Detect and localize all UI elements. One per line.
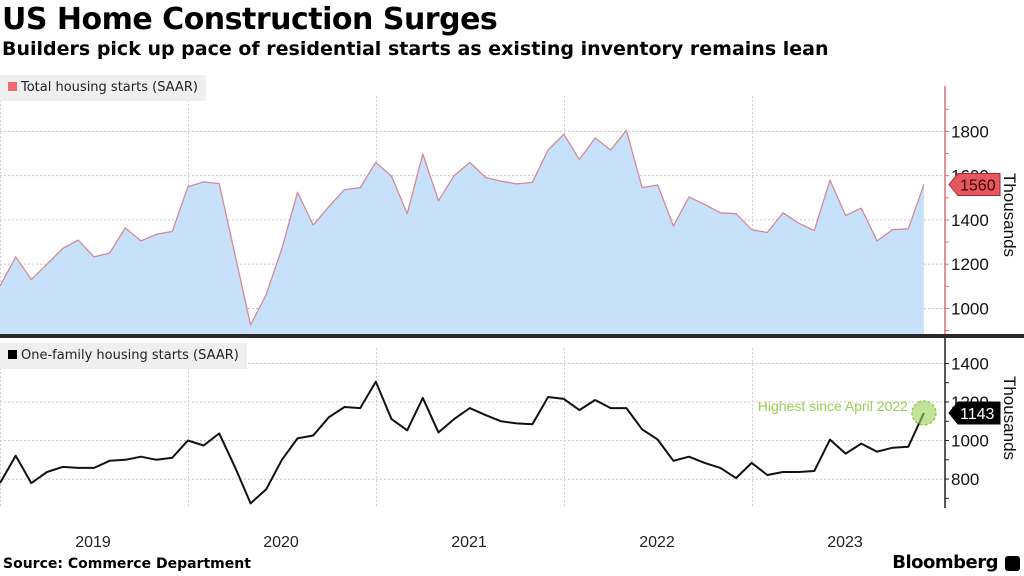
annotation-label: Highest since April 2022: [758, 398, 908, 414]
chart-subtitle: Builders pick up pace of residential sta…: [2, 38, 829, 60]
y-tick-label: 1000: [951, 432, 989, 451]
y-tick-label: 1400: [951, 354, 989, 373]
y-tick-label: 1000: [951, 299, 989, 318]
series-line: [0, 129, 925, 326]
y-tick-label: 1400: [951, 211, 989, 230]
y-tick-label: 800: [951, 470, 979, 489]
x-tick-label: 2019: [75, 534, 111, 551]
chart-title: US Home Construction Surges: [2, 2, 498, 37]
y-axis-label: Thousands: [1000, 376, 1019, 460]
annotation-highlight-circle: [911, 400, 937, 426]
legend-swatch-total: [8, 82, 17, 91]
brand-logo-text: Bloomberg: [892, 552, 998, 573]
legend-total: Total housing starts (SAAR): [0, 75, 206, 101]
last-value-label: 1560: [960, 178, 996, 195]
legend-label-single: One-family housing starts (SAAR): [21, 348, 239, 363]
last-value-tag: [948, 401, 1001, 425]
source-note: Source: Commerce Department: [3, 556, 251, 572]
legend-single: One-family housing starts (SAAR): [0, 343, 247, 369]
last-value-tag: [948, 173, 1001, 197]
bloomberg-terminal-icon: [1005, 556, 1020, 571]
last-value-label: 1143: [960, 406, 995, 423]
legend-swatch-single: [8, 350, 17, 359]
y-tick-label: 1800: [951, 122, 989, 141]
y-axis-label: Thousands: [1000, 173, 1019, 257]
x-tick-label: 2021: [451, 534, 487, 551]
x-tick-label: 2022: [639, 534, 675, 551]
y-tick-label: 1200: [951, 255, 989, 274]
series-line: [0, 380, 925, 505]
area-fill: [0, 130, 924, 335]
x-tick-label: 2020: [263, 534, 299, 551]
legend-label-total: Total housing starts (SAAR): [21, 80, 198, 95]
x-tick-label: 2023: [827, 534, 863, 551]
